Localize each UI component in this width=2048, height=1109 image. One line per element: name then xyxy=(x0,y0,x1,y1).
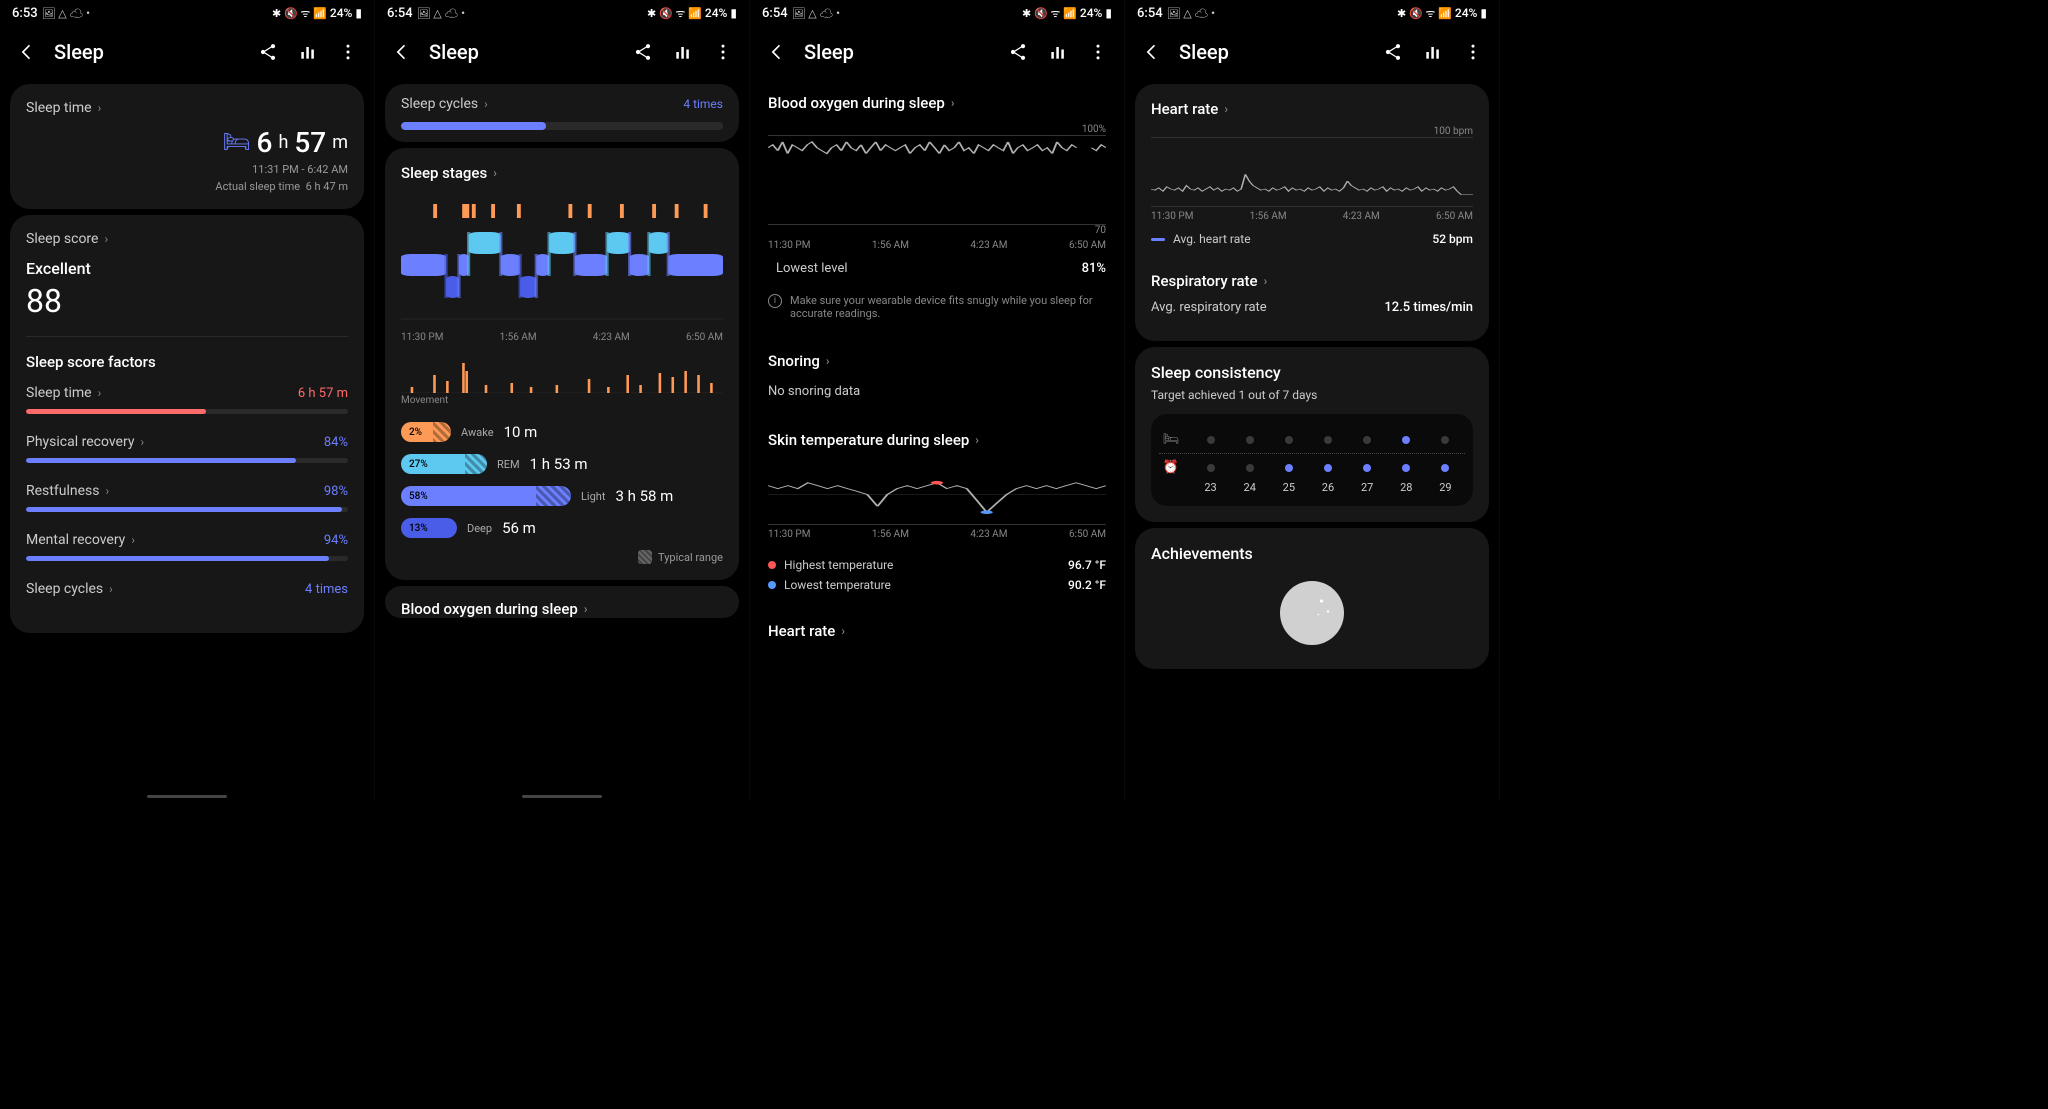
snoring-section: Snoring› No snoring data xyxy=(750,352,1124,399)
blood-oxygen-card-peek[interactable]: Blood oxygen during sleep› xyxy=(385,586,739,618)
status-bar: 6:53🖼 △ ☁ • ✱ 🔇 ᯤ 📶24%▮ xyxy=(0,0,374,26)
stats-icon[interactable] xyxy=(1423,42,1443,62)
achievements-card[interactable]: Achievements xyxy=(1135,528,1489,669)
info-note: iMake sure your wearable device fits snu… xyxy=(768,294,1106,320)
factor-row[interactable]: Sleep time›6 h 57 m xyxy=(26,385,348,414)
heart-rate-card: Heart rate› 100 bpm 11:30 PM1:56 AM4:23 … xyxy=(1135,84,1489,341)
stage-legend-row: 58%Light3 h 58 m xyxy=(401,486,723,506)
score-value: 88 xyxy=(26,282,348,320)
factors-heading: Sleep score factors xyxy=(26,353,348,371)
spo2-chart xyxy=(768,135,1106,225)
more-icon[interactable] xyxy=(338,42,358,62)
sleep-score-card: Sleep score› Excellent 88 Sleep score fa… xyxy=(10,215,364,633)
screen-sleep-stages: 6:54🖼 △ ☁ • ✱ 🔇 ᯤ 📶24%▮ Sleep Sleep cycl… xyxy=(375,0,750,800)
heart-rate-chart xyxy=(1151,137,1473,207)
sleep-stages-link[interactable]: Sleep stages› xyxy=(401,164,723,182)
more-icon[interactable] xyxy=(1463,42,1483,62)
bed-icon: 🛏 xyxy=(223,130,251,155)
factor-row[interactable]: Mental recovery›94% xyxy=(26,532,348,561)
sleep-time-card[interactable]: Sleep time› 🛏 6h 57m 11:31 PM - 6:42 AM … xyxy=(10,84,364,209)
more-icon[interactable] xyxy=(1088,42,1108,62)
moon-badge-icon xyxy=(1272,573,1352,653)
scroll-indicator xyxy=(522,795,602,798)
stage-legend-row: 13%Deep56 m xyxy=(401,518,723,538)
screen-sleep-overview: 6:53🖼 △ ☁ • ✱ 🔇 ᯤ 📶24%▮ Sleep Sleep time… xyxy=(0,0,375,800)
back-icon[interactable] xyxy=(1141,42,1163,62)
screen-sleep-vitals: 6:54🖼 △ ☁ • ✱ 🔇 ᯤ 📶24%▮ Sleep Blood oxyg… xyxy=(750,0,1125,800)
typical-range-legend: Typical range xyxy=(401,550,723,564)
chevron-right-icon: › xyxy=(98,101,102,115)
sleep-cycles-card[interactable]: Sleep cycles› 4 times xyxy=(385,84,739,142)
time-axis: 11:30 PM1:56 AM4:23 AM6:50 AM xyxy=(401,332,723,343)
score-rating: Excellent xyxy=(26,259,348,278)
movement-chart xyxy=(401,353,723,393)
blood-oxygen-link[interactable]: Blood oxygen during sleep› xyxy=(768,94,1106,112)
factor-row[interactable]: Restfulness›98% xyxy=(26,483,348,512)
stage-legend: 2%Awake10 m 27%REM1 h 53 m 58%Light3 h 58 … xyxy=(401,422,723,538)
sleep-range: 11:31 PM - 6:42 AM xyxy=(26,163,348,176)
snoring-link[interactable]: Snoring› xyxy=(768,352,1106,370)
status-time: 6:53 xyxy=(12,6,38,21)
stage-legend-row: 27%REM1 h 53 m xyxy=(401,454,723,474)
stats-icon[interactable] xyxy=(298,42,318,62)
back-icon[interactable] xyxy=(766,42,788,62)
blood-oxygen-section: Blood oxygen during sleep› 100% 70 11:30… xyxy=(750,94,1124,320)
skin-temp-link[interactable]: Skin temperature during sleep› xyxy=(768,431,1106,449)
status-bar: 6:54🖼 △ ☁ • ✱ 🔇 ᯤ 📶24%▮ xyxy=(750,0,1124,26)
scroll-indicator xyxy=(147,795,227,798)
heart-rate-link[interactable]: Heart rate› xyxy=(750,614,1124,640)
app-header: Sleep xyxy=(750,26,1124,78)
share-icon[interactable] xyxy=(1008,42,1028,62)
more-icon[interactable] xyxy=(713,42,733,62)
app-header: Sleep xyxy=(375,26,749,78)
app-header: Sleep xyxy=(1125,26,1499,78)
share-icon[interactable] xyxy=(258,42,278,62)
stats-icon[interactable] xyxy=(1048,42,1068,62)
sleep-stages-chart xyxy=(401,194,723,324)
temp-chart xyxy=(768,465,1106,525)
alarm-icon: ⏰ xyxy=(1159,460,1183,475)
respiratory-rate-link[interactable]: Respiratory rate› xyxy=(1151,272,1473,290)
back-icon[interactable] xyxy=(16,42,38,62)
sleep-consistency-card[interactable]: Sleep consistency Target achieved 1 out … xyxy=(1135,347,1489,522)
screen-sleep-hr-consistency: 6:54🖼 △ ☁ • ✱ 🔇 ᯤ 📶24%▮ Sleep Heart rate… xyxy=(1125,0,1500,800)
stats-icon[interactable] xyxy=(673,42,693,62)
sleep-time-label: Sleep time xyxy=(26,100,92,116)
status-bar: 6:54🖼 △ ☁ • ✱ 🔇 ᯤ 📶24%▮ xyxy=(1125,0,1499,26)
skin-temp-section: Skin temperature during sleep› 11:30 PM1… xyxy=(750,431,1124,592)
status-battery: 24% xyxy=(330,6,352,20)
factor-row[interactable]: Physical recovery›84% xyxy=(26,434,348,463)
status-bar: 6:54🖼 △ ☁ • ✱ 🔇 ᯤ 📶24%▮ xyxy=(375,0,749,26)
app-header: Sleep xyxy=(0,26,374,78)
bed-icon: 🛏 xyxy=(1159,432,1183,447)
sleep-score-link[interactable]: Sleep score› xyxy=(26,231,348,247)
back-icon[interactable] xyxy=(391,42,413,62)
page-title: Sleep xyxy=(54,40,104,64)
sleep-cycles-link[interactable]: Sleep cycles› xyxy=(26,581,113,597)
share-icon[interactable] xyxy=(1383,42,1403,62)
share-icon[interactable] xyxy=(633,42,653,62)
heart-rate-link[interactable]: Heart rate› xyxy=(1151,100,1473,118)
stage-legend-row: 2%Awake10 m xyxy=(401,422,723,442)
consistency-grid: 🛏 ⏰ 23242526272829 xyxy=(1151,414,1473,506)
sleep-stages-card: Sleep stages› 11:30 PM1:56 AM4:23 AM6:50… xyxy=(385,148,739,580)
